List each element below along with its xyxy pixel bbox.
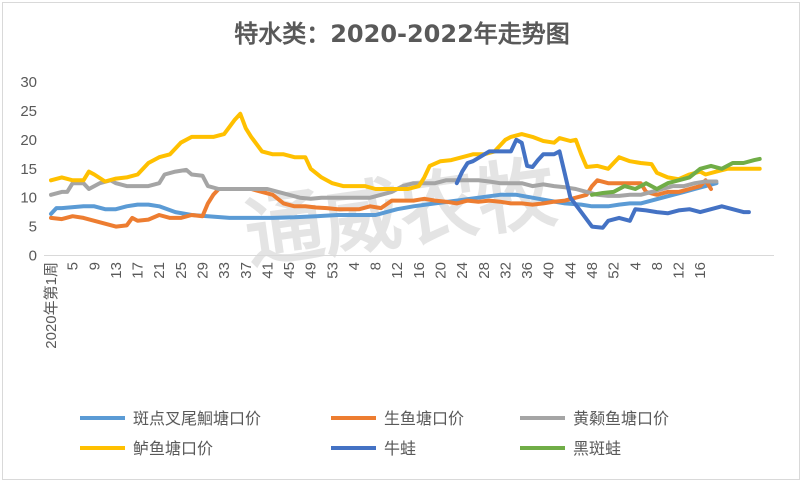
y-tick-label: 15 — [20, 161, 37, 178]
series-line — [49, 181, 719, 220]
legend-label: 黑斑蛙 — [573, 439, 621, 458]
x-tick-label-first: 2020年第1周 — [42, 262, 60, 349]
x-tick-label: 16 — [411, 262, 428, 279]
x-tick-label: 53 — [324, 262, 341, 279]
x-tick-label: 33 — [216, 262, 233, 279]
x-tick-label: 20 — [433, 262, 450, 279]
y-tick-label: 30 — [20, 74, 37, 91]
y-tick-label: 0 — [29, 248, 37, 265]
x-tick-label: 32 — [497, 262, 514, 279]
x-tick-label: 17 — [130, 262, 147, 279]
x-tick-label: 9 — [86, 262, 103, 270]
y-tick-label: 25 — [20, 103, 37, 120]
x-tick-label: 8 — [368, 262, 385, 270]
legend-label: 牛蛙 — [384, 439, 416, 458]
x-tick-label: 29 — [194, 262, 211, 279]
x-tick-label: 48 — [584, 262, 601, 279]
x-tick-label: 16 — [692, 262, 709, 279]
legend-label: 鲈鱼塘口价 — [133, 439, 213, 458]
x-tick-label: 45 — [281, 262, 298, 279]
x-tick-label: 49 — [303, 262, 320, 279]
series-line — [49, 178, 713, 229]
series-line — [454, 137, 751, 230]
x-tick-label: 28 — [476, 262, 493, 279]
y-tick-label: 5 — [29, 219, 37, 236]
x-tick-label: 5 — [65, 262, 82, 270]
x-tick-label: 4 — [627, 262, 644, 270]
x-tick-label: 41 — [259, 262, 276, 279]
x-tick-label: 12 — [671, 262, 688, 279]
series-layer — [49, 111, 762, 230]
series-line — [49, 167, 719, 201]
series-line — [49, 111, 762, 191]
legend-label: 生鱼塘口价 — [384, 409, 464, 428]
x-tick-label: 13 — [108, 262, 125, 279]
x-tick-label: 37 — [238, 262, 255, 279]
y-tick-label: 20 — [20, 132, 37, 149]
legend-label: 黄颡鱼塘口价 — [573, 409, 669, 428]
x-tick-label: 36 — [519, 262, 536, 279]
x-tick-label: 40 — [541, 262, 558, 279]
x-tick-label: 21 — [151, 262, 168, 279]
watermark-text: 通威农牧 — [240, 148, 562, 281]
chart-title: 特水类：2020-2022年走势图 — [234, 20, 570, 48]
x-tick-label: 25 — [173, 262, 190, 279]
x-tick-label: 24 — [454, 262, 471, 279]
y-tick-label: 10 — [20, 190, 37, 207]
x-tick-label: 52 — [606, 262, 623, 279]
x-tick-label: 12 — [389, 262, 406, 279]
x-tick-label: 44 — [562, 262, 579, 279]
legend-label: 斑点叉尾鮰塘口价 — [133, 409, 261, 428]
series-line — [590, 156, 762, 197]
x-tick-label: 4 — [346, 262, 363, 270]
x-tick-label: 8 — [649, 262, 666, 270]
